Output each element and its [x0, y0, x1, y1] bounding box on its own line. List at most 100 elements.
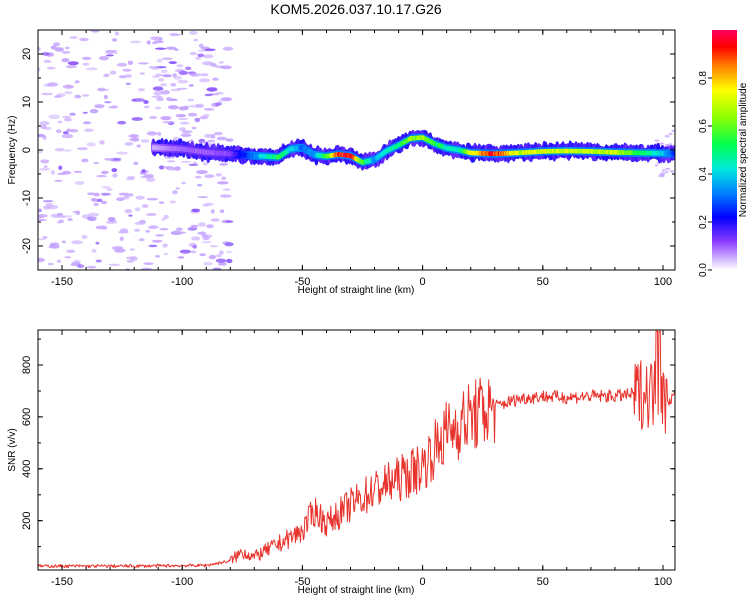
- noise-speckle: [56, 93, 66, 97]
- noise-speckle: [204, 174, 215, 179]
- noise-speckle: [193, 38, 198, 42]
- noise-speckle: [101, 200, 107, 205]
- noise-speckle: [187, 227, 198, 231]
- noise-speckle: [148, 66, 154, 69]
- noise-speckle: [214, 102, 222, 106]
- noise-speckle: [143, 100, 149, 104]
- noise-speckle: [225, 250, 233, 253]
- noise-speckle: [217, 181, 229, 185]
- colorbar-ticks: 0.0 0.2 0.4 0.6 0.8: [698, 71, 712, 277]
- noise-speckle: [220, 65, 232, 70]
- noise-speckle: [226, 258, 233, 264]
- noise-speckle: [167, 105, 179, 110]
- noise-speckle: [225, 220, 234, 223]
- x-tick-label: -50: [294, 276, 310, 288]
- noise-speckle: [97, 88, 110, 92]
- noise-speckle: [216, 136, 227, 141]
- noise-speckle: [170, 33, 181, 36]
- noise-speckle: [152, 239, 163, 243]
- noise-speckle: [129, 40, 142, 44]
- noise-speckle: [116, 197, 125, 202]
- noise-speckle: [654, 164, 659, 167]
- noise-speckle: [77, 147, 88, 151]
- y-tick-label: 400: [21, 460, 33, 478]
- noise-speckle: [54, 179, 63, 182]
- noise-speckle: [146, 40, 151, 45]
- noise-speckle: [151, 75, 160, 78]
- noise-speckle: [215, 173, 222, 177]
- noise-speckle: [116, 151, 129, 155]
- x-tick-label: 0: [420, 576, 426, 588]
- noise-speckle: [157, 131, 162, 136]
- noise-speckle: [199, 253, 206, 257]
- spectrogram-noise: [38, 30, 675, 270]
- noise-speckle: [137, 62, 149, 65]
- noise-speckle: [105, 54, 114, 57]
- noise-speckle: [154, 47, 167, 50]
- noise-speckle: [664, 135, 670, 138]
- noise-speckle: [661, 169, 666, 172]
- noise-speckle: [122, 68, 132, 72]
- colorbar-tick-label: 0.8: [698, 71, 709, 85]
- noise-speckle: [152, 86, 164, 91]
- noise-speckle: [174, 48, 179, 51]
- noise-speckle: [167, 160, 176, 163]
- noise-speckle: [210, 63, 217, 67]
- noise-speckle: [222, 188, 231, 191]
- noise-speckle: [160, 116, 172, 121]
- noise-speckle: [190, 250, 197, 254]
- colorbar-label: Normalized spectral amplitude: [738, 82, 749, 217]
- noise-speckle: [668, 132, 673, 135]
- noise-speckle: [159, 228, 169, 231]
- noise-speckle: [82, 56, 92, 61]
- snr-frame: [37, 329, 676, 571]
- noise-speckle: [172, 190, 178, 195]
- noise-speckle: [124, 194, 130, 198]
- x-tick-label: 50: [537, 576, 549, 588]
- noise-speckle: [111, 38, 118, 42]
- noise-speckle: [176, 87, 188, 90]
- noise-speckle: [61, 240, 67, 244]
- noise-speckle: [95, 241, 100, 245]
- snr-panel: -150 -100 -50 0 50 100 200 400 600 800 Height of …: [7, 329, 676, 596]
- noise-speckle: [206, 224, 214, 229]
- noise-speckle: [159, 201, 165, 204]
- noise-speckle: [138, 88, 145, 92]
- noise-speckle: [187, 98, 195, 102]
- noise-speckle: [143, 262, 154, 265]
- noise-speckle: [40, 159, 50, 164]
- noise-speckle: [133, 161, 139, 165]
- noise-speckle: [210, 209, 215, 214]
- noise-speckle: [82, 111, 88, 114]
- x-tick-label: -50: [294, 576, 310, 588]
- noise-speckle: [198, 43, 204, 48]
- noise-speckle: [126, 175, 136, 179]
- noise-speckle: [112, 173, 118, 178]
- noise-speckle: [61, 115, 72, 118]
- noise-speckle: [665, 170, 669, 174]
- noise-speckle: [219, 209, 225, 213]
- noise-speckle: [177, 256, 185, 259]
- noise-speckle: [203, 108, 215, 111]
- noise-speckle: [96, 175, 108, 178]
- noise-speckle: [138, 219, 146, 224]
- noise-speckle: [56, 212, 64, 217]
- colorbar-tick-label: 0.6: [698, 119, 709, 133]
- noise-speckle: [63, 117, 72, 122]
- noise-speckle: [146, 177, 156, 182]
- noise-speckle: [204, 48, 216, 52]
- noise-speckle: [124, 209, 133, 214]
- noise-speckle: [56, 221, 62, 224]
- x-tick-label: -150: [51, 576, 73, 588]
- noise-speckle: [196, 232, 207, 235]
- noise-speckle: [206, 87, 218, 92]
- noise-speckle: [75, 95, 82, 99]
- noise-speckle: [198, 222, 206, 227]
- noise-speckle: [148, 225, 159, 229]
- noise-speckle: [129, 134, 139, 138]
- noise-speckle: [88, 212, 100, 217]
- noise-speckle: [46, 82, 59, 87]
- noise-speckle: [101, 171, 108, 175]
- snr-series-line: [38, 330, 675, 569]
- spectrogram-plot-area: [38, 30, 675, 270]
